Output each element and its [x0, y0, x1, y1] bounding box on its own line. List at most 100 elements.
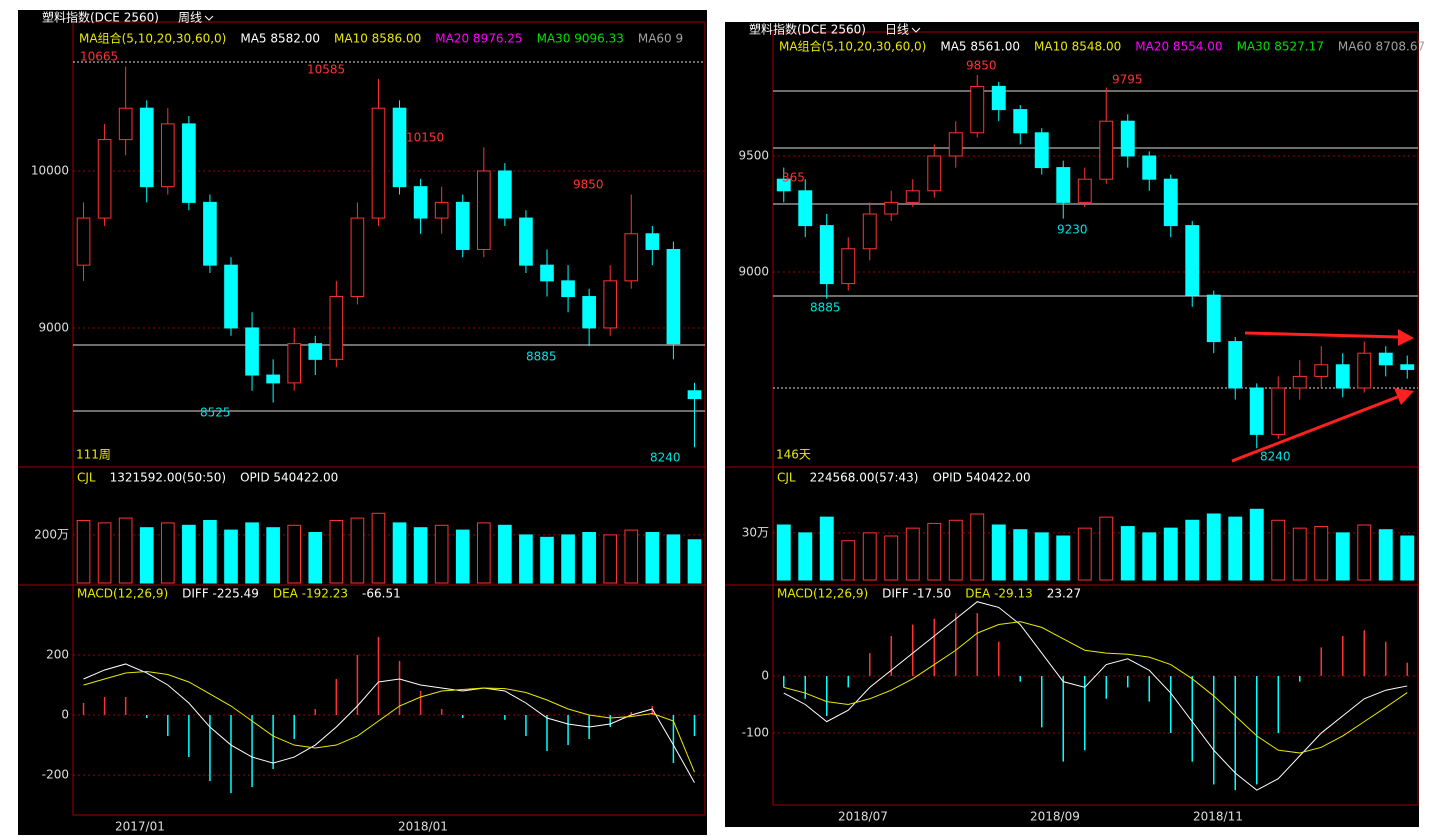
legend-entry: 23.27 [1047, 587, 1081, 601]
volume-bar [603, 534, 618, 584]
legend-entry: MA组合(5,10,20,30,60,0) [779, 39, 926, 54]
candle-body [666, 248, 681, 345]
candle-body [561, 280, 575, 298]
candle-body [1400, 364, 1415, 370]
candle-body [1249, 387, 1264, 435]
candle-body [645, 233, 660, 250]
price-annotation: 8885 [526, 350, 557, 364]
volume-bar [624, 529, 639, 584]
legend-entry: MA60 8708.67 [1338, 40, 1425, 54]
candle-body [1228, 341, 1243, 389]
volume-bar [266, 527, 280, 584]
dropdown-icon [204, 15, 214, 21]
volume-bar [1228, 516, 1243, 581]
price-annotation: 10585 [307, 63, 345, 77]
candle-body [927, 155, 942, 192]
candle-body [455, 201, 470, 250]
candle-body [139, 107, 154, 188]
price-annotation: 9850 [966, 59, 997, 73]
x-tick-label: 2018/07 [838, 810, 888, 824]
candle-body [245, 327, 259, 376]
volume-bar [118, 517, 133, 584]
legend-entry: MACD(12,26,9) [77, 587, 168, 601]
macd-dea-line [783, 621, 1408, 754]
y-tick-label: 200万 [34, 527, 69, 541]
volume-bar [666, 534, 681, 584]
price-annotation: 9795 [1112, 73, 1143, 87]
y-tick-label: 9000 [38, 320, 69, 334]
volume-bar [970, 513, 985, 581]
y-tick-label: 200 [46, 647, 69, 661]
volume-bar [1335, 532, 1350, 581]
volume-bar [1120, 526, 1135, 581]
volume-bar [540, 536, 554, 584]
candle-body [118, 107, 133, 141]
candle-body [1378, 352, 1393, 366]
candle-body [991, 85, 1006, 111]
legend-entry: OPID 540422.00 [240, 471, 338, 485]
price-annotation: 10665 [80, 50, 118, 64]
legend-entry: MA20 8554.00 [1135, 40, 1222, 54]
candle-body [519, 217, 533, 266]
dropdown-icon [911, 27, 921, 33]
volume-bar [561, 534, 575, 584]
arrow-head [1398, 329, 1414, 346]
price-annotation: 111周 [76, 448, 111, 462]
volume-bar [455, 529, 470, 584]
volume-bar [371, 512, 386, 584]
price-annotation: 8240 [650, 451, 681, 465]
volume-bar [991, 524, 1006, 581]
volume-bar [350, 517, 365, 584]
legend-entry: 1321592.00(50:50) [110, 471, 226, 485]
volume-bar [329, 519, 344, 584]
volume-bar [927, 522, 942, 581]
candle-body [224, 264, 238, 329]
y-tick-label: 30万 [742, 525, 769, 539]
legend-entry: DEA -29.13 [965, 587, 1033, 601]
candle-body [970, 85, 985, 134]
candle-body [392, 107, 407, 188]
candle-body [1314, 364, 1329, 377]
volume-bar [1099, 516, 1114, 581]
volume-bar [308, 532, 323, 584]
candle-body [434, 201, 449, 219]
volume-bar [798, 532, 813, 581]
volume-bar [287, 524, 302, 584]
price-annotation: 146天 [776, 448, 811, 462]
candle-body [498, 170, 512, 219]
candle-body [687, 390, 702, 400]
window-title: 塑料指数(DCE 2560) [749, 22, 866, 37]
x-tick-label: 2018/09 [1030, 810, 1080, 824]
candle-body [948, 132, 963, 157]
volume-bar [224, 529, 238, 584]
period: 周线 [178, 11, 202, 25]
volume-bar [1013, 529, 1028, 581]
legend-entry: MA5 8561.00 [940, 40, 1020, 54]
y-tick-label: 0 [761, 668, 769, 682]
volume-bar [1400, 535, 1415, 581]
volume-bar [1314, 526, 1329, 581]
volume-bar [905, 527, 920, 581]
legend-entry: -66.51 [362, 587, 401, 601]
legend-entry: MA5 8582.00 [240, 32, 320, 46]
volume-bar [1056, 535, 1071, 581]
candle-body [1271, 387, 1286, 435]
candle-body [287, 343, 302, 384]
period: 日线 [885, 23, 909, 37]
candle-body [97, 139, 112, 219]
volume-bar [1271, 519, 1286, 581]
plot-frame [772, 31, 1419, 806]
legend-entry: CJL [777, 471, 796, 485]
volume-bar [392, 522, 407, 584]
price-annotation: 8240 [1260, 450, 1291, 464]
price-annotation: 10150 [406, 131, 444, 145]
window-title: 塑料指数(DCE 2560) [42, 10, 159, 25]
legend-entry: MA20 8976.25 [435, 32, 522, 46]
price-annotation: 8525 [200, 406, 231, 420]
panel-bg [18, 10, 707, 835]
candle-body [1013, 109, 1028, 134]
candle-body [182, 123, 196, 203]
legend-entry: DIFF -225.49 [182, 587, 259, 601]
volume-bar [1206, 513, 1221, 581]
